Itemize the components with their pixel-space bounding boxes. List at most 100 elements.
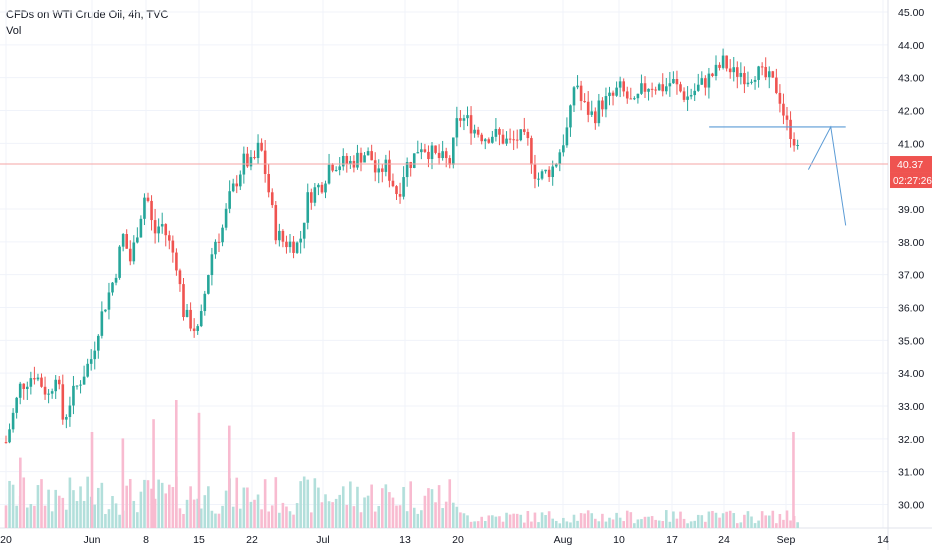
volume-legend: Vol [6, 25, 22, 37]
candle-body [18, 383, 22, 398]
price-axis[interactable]: 45.00 44.00 43.00 42.00 41.00 39.00 38.00 37.00… [890, 7, 932, 512]
volume-spike [174, 400, 178, 528]
volume-bar [459, 512, 462, 528]
candle-body [746, 82, 750, 85]
volume-bar [515, 513, 519, 528]
candle-body [565, 127, 569, 146]
candle-body [537, 178, 540, 180]
price-tick-label: 42.00 [898, 106, 924, 118]
volume-bar [306, 479, 310, 528]
candle-body [576, 85, 579, 88]
candle-body [501, 134, 505, 144]
volume-bar [302, 476, 306, 528]
volume-bar [700, 515, 704, 528]
candle-body [405, 162, 409, 178]
candle-body [235, 183, 239, 187]
candle-body [104, 309, 107, 312]
volume-bar [746, 511, 750, 528]
volume-bar [50, 511, 54, 528]
candle-body [643, 83, 647, 92]
volume-bar [412, 507, 416, 528]
trend-drawings[interactable] [709, 125, 847, 226]
volume-bar [79, 486, 82, 528]
volume-bar [313, 478, 317, 528]
volume-bar [338, 494, 341, 528]
volume-bar [373, 511, 377, 528]
candle-body [136, 237, 139, 243]
candle-body [551, 166, 554, 178]
volume-bar [263, 479, 267, 528]
volume-bar [569, 522, 572, 528]
candle-body [753, 79, 757, 82]
candle-body [57, 379, 61, 385]
candle-body [547, 169, 551, 178]
volume-bar [455, 506, 459, 528]
candle-body [391, 180, 395, 187]
candlesticks[interactable] [4, 48, 799, 444]
volume-bar [171, 487, 175, 528]
countdown-value: 02:27:26 [893, 176, 932, 187]
volume-bar [476, 521, 480, 528]
volume-bar [114, 503, 118, 528]
candle-body [345, 155, 349, 164]
candle-body [562, 145, 565, 153]
candle-body [792, 139, 796, 146]
volume-bar [104, 513, 107, 528]
candle-body [398, 194, 402, 197]
volume-bar [554, 520, 558, 528]
candle-body [75, 385, 79, 387]
candle-body [36, 377, 40, 380]
volume-bar [462, 513, 466, 528]
candle-body [483, 139, 487, 142]
volume-bar [796, 522, 799, 528]
candle-body [89, 359, 93, 364]
candle-body [707, 73, 711, 88]
candle-body [157, 226, 160, 234]
candle-body [686, 96, 689, 100]
candle-body [295, 242, 299, 253]
volume-bar [665, 510, 668, 528]
volume-bar [29, 503, 33, 528]
candle-body [79, 384, 82, 386]
volume-bar [625, 510, 629, 528]
candle-body [168, 235, 171, 241]
candle-body [373, 160, 377, 173]
candle-body [299, 238, 302, 243]
candle-body [455, 118, 459, 138]
volume-bar [246, 487, 249, 528]
volume-bar [501, 521, 505, 528]
time-tick-label: 8 [143, 534, 149, 546]
volume-bar [633, 523, 636, 528]
volume-bar [260, 509, 263, 528]
volume-bar [512, 513, 515, 528]
volume-bar [203, 495, 207, 528]
candle-body [622, 81, 625, 92]
candle-body [228, 191, 231, 209]
last-price-value: 40.37 [897, 159, 923, 171]
time-axis[interactable]: 20 Jun 8 15 22 Jul 13 20 Aug 10 17 24 Sep 14 [0, 534, 889, 546]
volume-bar [310, 512, 313, 528]
candle-body [721, 55, 725, 68]
candle-body [224, 208, 228, 228]
volume-bar [743, 514, 746, 528]
volume-bar [590, 513, 594, 528]
time-tick-label: Aug [554, 534, 573, 546]
volume-bar [480, 516, 483, 528]
volume-bar [576, 520, 579, 528]
volume-bar [430, 489, 434, 528]
volume-bar [423, 495, 427, 528]
candle-body [473, 129, 476, 134]
candle-body [420, 149, 423, 153]
volume-bar [11, 484, 15, 528]
candle-body [572, 87, 576, 106]
volume-bar [565, 521, 569, 528]
candle-body [82, 376, 86, 385]
candle-body [29, 378, 33, 387]
volume-bar [579, 513, 583, 528]
candle-body [640, 83, 643, 94]
candle-body [579, 85, 583, 102]
candle-body [143, 197, 146, 219]
volume-bar [537, 522, 540, 528]
volume-bar [508, 514, 512, 528]
